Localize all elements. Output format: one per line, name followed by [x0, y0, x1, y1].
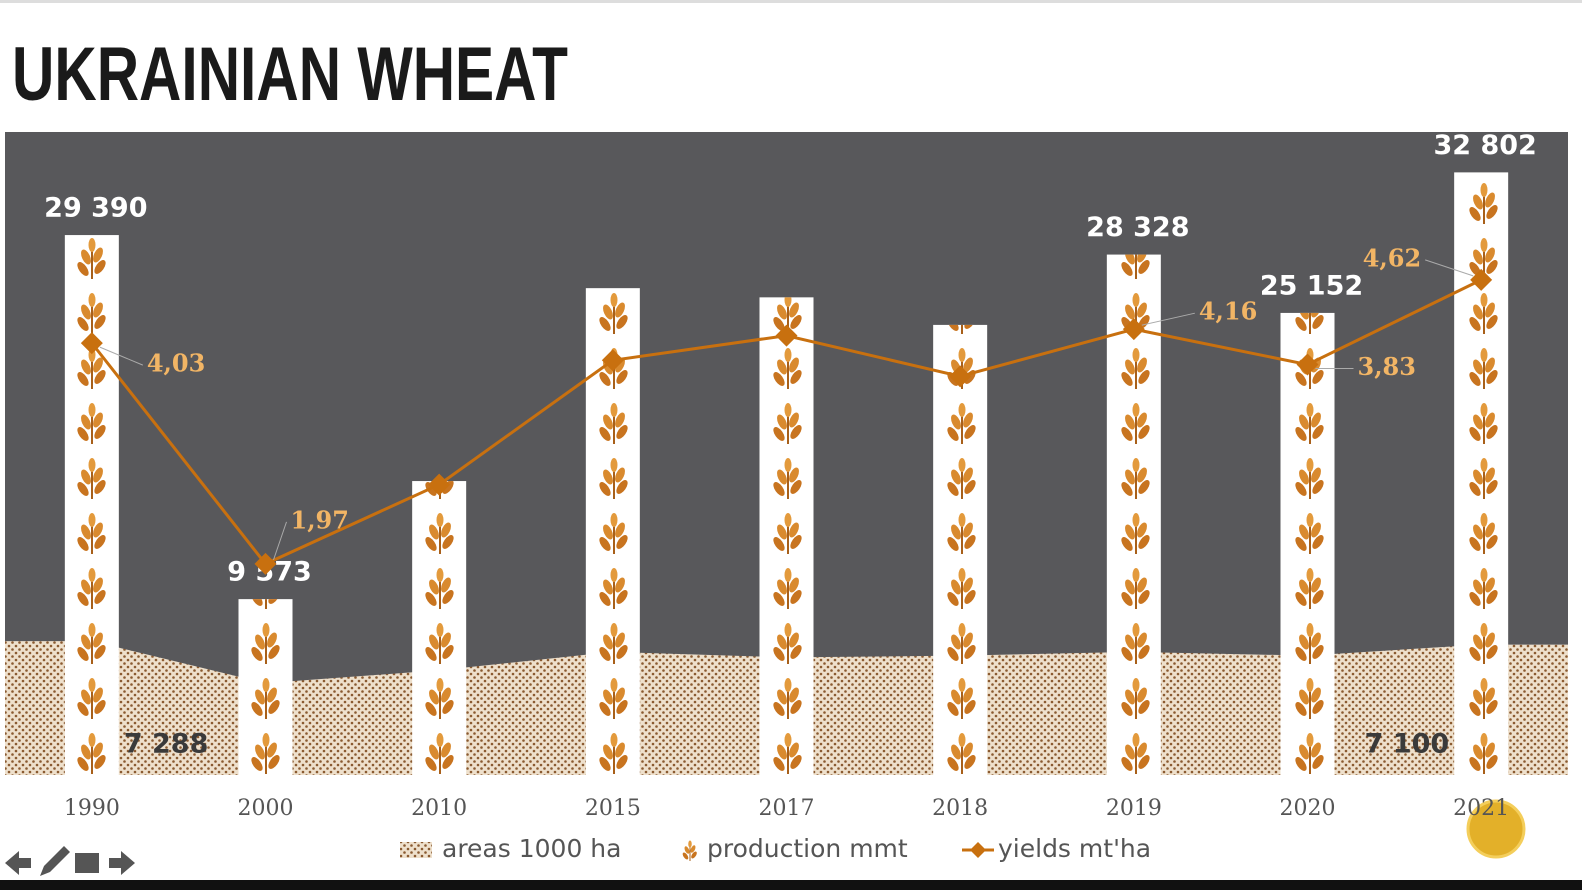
area-label: 7 100	[1365, 729, 1450, 760]
leader-line	[273, 521, 287, 561]
x-tick-label: 2020	[1280, 796, 1336, 821]
bottom-bar	[0, 880, 1582, 890]
yield-label: 1,97	[291, 505, 349, 534]
bar-label: 28 328	[1086, 212, 1189, 243]
legend-swatch	[681, 840, 699, 862]
bar-label: 32 802	[1433, 130, 1536, 161]
x-tick-label: 2017	[759, 796, 815, 821]
bar-label: 29 390	[44, 193, 147, 224]
x-tick-label: 2019	[1106, 796, 1162, 821]
legend-item: production mmt	[681, 834, 908, 863]
x-tick-label: 2010	[411, 796, 467, 821]
x-tick-label: 2018	[932, 796, 988, 821]
yield-label: 4,16	[1199, 297, 1257, 326]
legend-item: areas 1000 ha	[400, 834, 621, 863]
leader-line	[1141, 312, 1195, 326]
top-border	[0, 0, 1582, 3]
bar-icons	[412, 481, 467, 775]
bar-label: 25 152	[1260, 270, 1363, 301]
legend-swatch	[970, 842, 986, 858]
yield-label: 3,83	[1358, 352, 1416, 381]
bar-icons	[759, 297, 814, 775]
legend-item: yields mt'ha	[962, 834, 1151, 863]
x-tick-label: 2015	[585, 796, 641, 821]
bar-icons	[1106, 254, 1161, 776]
yield-marker	[775, 324, 798, 347]
nav-icons	[5, 846, 135, 876]
chart-title: UKRAINIAN WHEAT	[12, 32, 568, 117]
legend-label: yields mt'ha	[998, 834, 1151, 863]
yield-label: 4,62	[1363, 243, 1421, 272]
yield-marker	[254, 552, 277, 575]
yield-marker	[1470, 268, 1493, 291]
bar-icons	[1454, 172, 1509, 776]
yield-marker	[428, 473, 451, 496]
yield-marker	[80, 332, 103, 355]
pointer-highlight	[1466, 799, 1526, 859]
x-tick-label: 1990	[64, 796, 120, 821]
yield-marker	[949, 365, 972, 388]
yield-marker	[1122, 318, 1145, 341]
bar-icons	[933, 324, 988, 775]
bar-icons	[64, 235, 119, 775]
legend-label: areas 1000 ha	[442, 834, 621, 863]
area-label: 7 288	[124, 729, 209, 760]
bar-icons	[1280, 312, 1335, 775]
bar-icons	[238, 599, 293, 775]
leader-line	[99, 346, 144, 366]
legend-label: production mmt	[707, 834, 908, 863]
yield-marker	[601, 349, 624, 372]
x-tick-label: 2000	[238, 796, 294, 821]
yield-marker	[1296, 353, 1319, 376]
legend-swatch	[400, 842, 432, 858]
leader-line	[1425, 259, 1474, 277]
yield-label: 4,03	[147, 349, 205, 378]
x-tick-label: 2021	[1453, 796, 1509, 821]
